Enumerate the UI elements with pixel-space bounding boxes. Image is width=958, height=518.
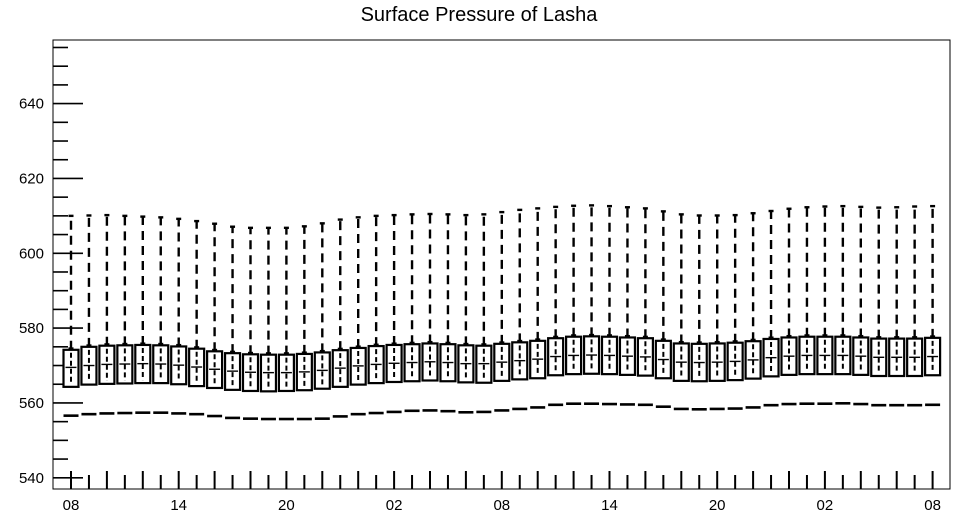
box-item bbox=[349, 216, 367, 416]
box-item bbox=[206, 222, 224, 418]
box-series bbox=[62, 204, 942, 421]
box-item bbox=[241, 226, 260, 420]
box-item bbox=[600, 204, 619, 406]
box-body bbox=[62, 348, 80, 388]
x-tick-label: 02 bbox=[817, 497, 834, 514]
box-item bbox=[188, 219, 206, 416]
box-item bbox=[636, 207, 655, 407]
box-item bbox=[511, 208, 529, 411]
box-item bbox=[367, 214, 385, 415]
box-item bbox=[690, 214, 708, 411]
x-tick-label: 08 bbox=[493, 497, 510, 514]
x-tick-label: 08 bbox=[924, 497, 941, 514]
box-item bbox=[582, 204, 601, 405]
box-item bbox=[403, 213, 421, 413]
box-item bbox=[762, 209, 780, 407]
x-tick-label: 02 bbox=[386, 497, 403, 514]
box-item bbox=[385, 213, 403, 414]
y-tick-label: 620 bbox=[19, 170, 44, 187]
box-item bbox=[295, 225, 313, 421]
box-item bbox=[421, 212, 439, 412]
y-tick-label: 640 bbox=[19, 96, 44, 113]
box-item bbox=[672, 213, 690, 411]
box-item bbox=[780, 207, 798, 406]
chart-title: Surface Pressure of Lasha bbox=[360, 4, 598, 26]
box-item bbox=[457, 213, 475, 414]
box-item bbox=[475, 213, 493, 414]
x-tick-label: 20 bbox=[709, 497, 726, 514]
box-item bbox=[816, 205, 834, 405]
box-item bbox=[906, 205, 924, 407]
box-item bbox=[80, 214, 98, 416]
box-item bbox=[98, 213, 116, 415]
box-item bbox=[564, 204, 583, 405]
box-item bbox=[493, 210, 511, 412]
box-item bbox=[888, 206, 906, 407]
box-item bbox=[439, 213, 457, 413]
box-item bbox=[529, 207, 547, 409]
box-item bbox=[834, 204, 852, 405]
y-tick-label: 580 bbox=[19, 320, 44, 337]
box-item bbox=[152, 216, 170, 414]
box-item bbox=[708, 214, 726, 411]
box-item bbox=[852, 205, 870, 406]
box-item bbox=[331, 218, 349, 418]
box-item bbox=[798, 206, 816, 405]
y-tick-label: 560 bbox=[19, 395, 44, 412]
box-item bbox=[116, 214, 134, 415]
y-axis: 540 560 580 600 620 640 bbox=[19, 46, 83, 487]
box-item bbox=[726, 213, 744, 410]
box-item bbox=[313, 222, 331, 420]
box-item bbox=[62, 214, 80, 417]
x-tick-label: 08 bbox=[63, 497, 80, 514]
box-item bbox=[223, 225, 242, 420]
x-tick-label: 14 bbox=[170, 497, 187, 514]
box-item bbox=[923, 204, 942, 407]
box-item bbox=[870, 206, 888, 407]
box-item bbox=[654, 210, 672, 408]
box-item bbox=[134, 215, 152, 414]
box-item bbox=[618, 206, 637, 406]
y-tick-label: 600 bbox=[19, 245, 44, 262]
x-tick-label: 20 bbox=[278, 497, 295, 514]
box-item bbox=[547, 205, 565, 407]
y-tick-label: 540 bbox=[19, 470, 44, 487]
x-tick-label: 14 bbox=[601, 497, 618, 514]
x-axis: 08 14 20 02 08 14 20 02 08 bbox=[63, 471, 941, 514]
box-item bbox=[170, 217, 188, 415]
box-item bbox=[744, 212, 762, 409]
box-item bbox=[277, 226, 295, 421]
box-item bbox=[259, 226, 278, 421]
